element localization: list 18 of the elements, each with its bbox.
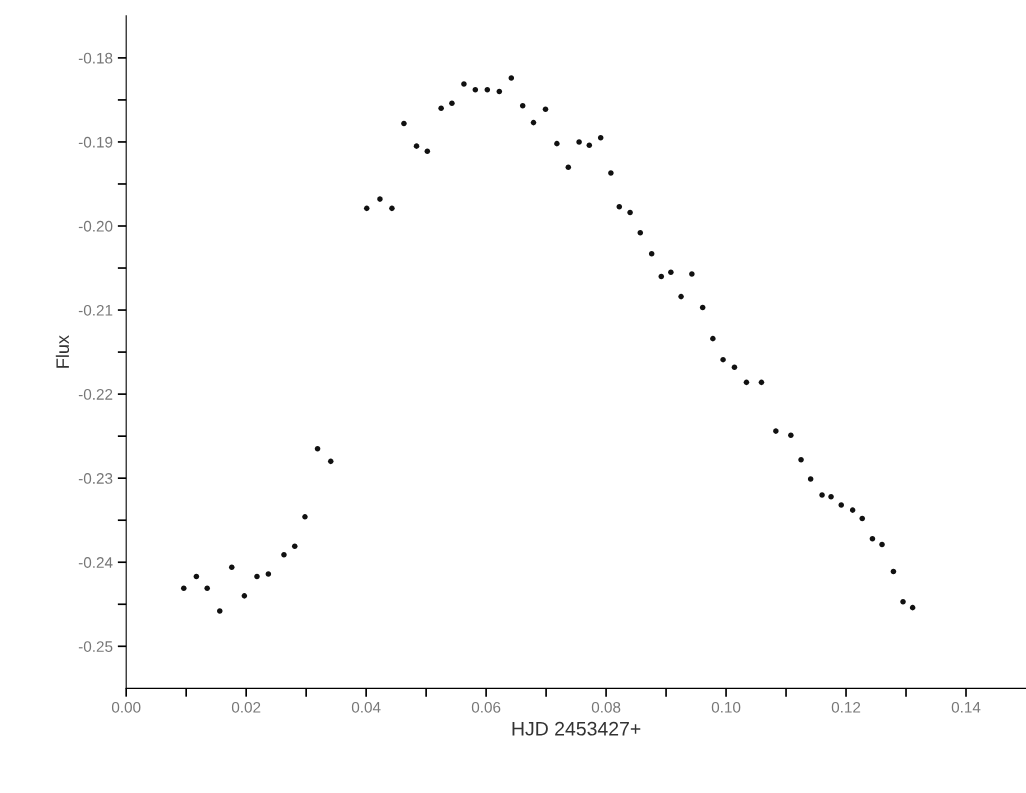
x-tick-label: 0.02: [231, 701, 261, 713]
x-tick-label: 0.06: [471, 701, 501, 713]
y-tick-label: -0.18: [78, 52, 113, 64]
y-tick-label: -0.23: [78, 473, 113, 484]
x-axis-title: HJD 2453427+: [512, 721, 641, 736]
x-tick-label: 0.08: [591, 701, 621, 713]
x-tick-label: 0.00: [111, 701, 141, 713]
y-tick-label: -0.19: [78, 136, 113, 148]
y-tick-label: -0.21: [78, 304, 113, 316]
x-tick-label: 0.10: [711, 701, 741, 713]
x-tick-label: 0.12: [831, 701, 861, 713]
y-axis-title: Flux: [55, 335, 70, 368]
x-tick-label: 0.04: [351, 701, 381, 713]
y-tick-label: -0.22: [78, 388, 113, 400]
y-tick-label: -0.25: [78, 641, 113, 652]
x-tick-label: 0.14: [951, 701, 981, 713]
y-tick-label: -0.20: [78, 220, 113, 232]
y-tick-label: -0.24: [78, 557, 113, 568]
